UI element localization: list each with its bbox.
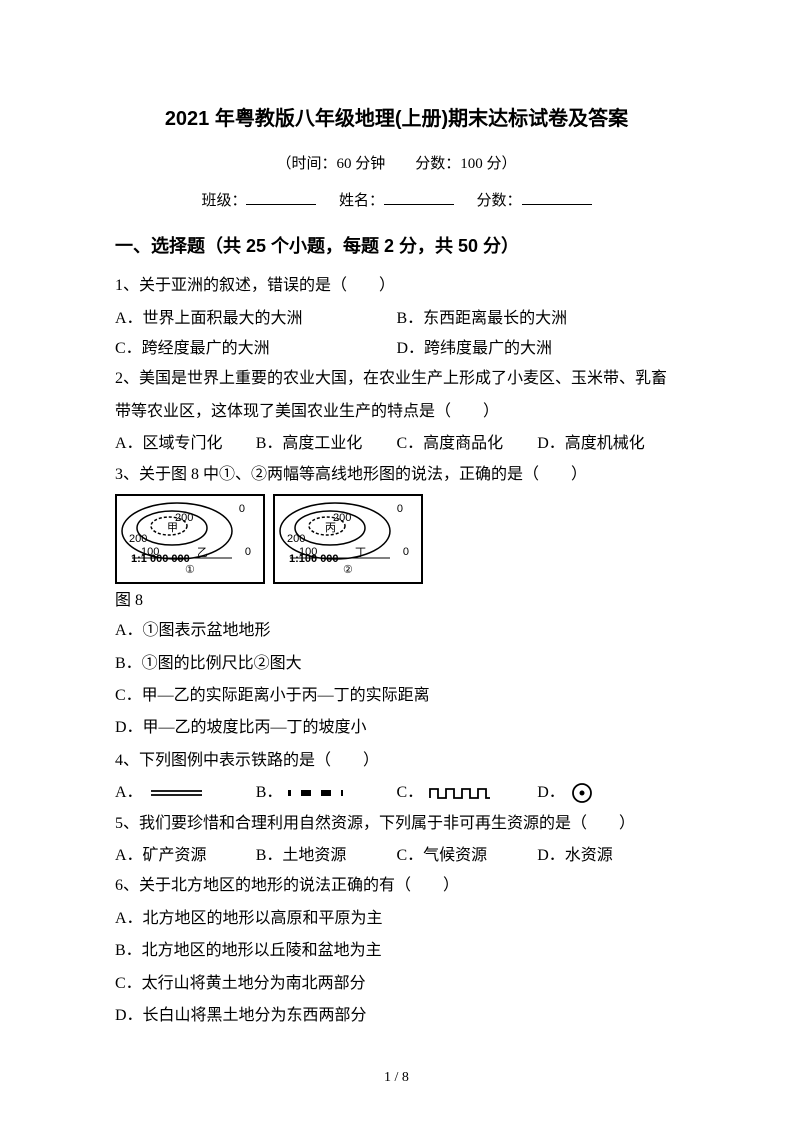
q5-stem: 5、我们要珍惜和合理利用自然资源，下列属于非可再生资源的是（ ） [115,809,678,839]
q3-figures: 0 200 200 100 甲 乙 1:1 000 000 ① 0 0 200 … [115,494,678,584]
q2-stem1: 2、美国是世界上重要的农业大国，在农业生产上形成了小麦区、玉米带、乳畜 [115,364,678,394]
q1-opt-d[interactable]: D．跨纬度最广的大洲 [397,334,679,364]
q4-opt-b[interactable]: B． [256,778,397,808]
q6-opt-a[interactable]: A．北方地区的地形以高原和平原为主 [115,904,678,934]
double-line-icon [149,786,204,800]
q5-opts: A．矿产资源 B．土地资源 C．气候资源 D．水资源 [115,841,678,871]
q3-opt-c[interactable]: C．甲—乙的实际距离小于丙—丁的实际距离 [115,681,678,711]
q3-opt-d[interactable]: D．甲—乙的坡度比丙—丁的坡度小 [115,713,678,743]
crenellated-icon [429,785,491,801]
fig1-jia: 甲 [167,518,178,539]
fig2-scale: 1:100 000 [289,549,339,570]
fig1-val-0a: 0 [239,499,245,520]
q6-opt-d[interactable]: D．长白山将黑土地分为东西两部分 [115,1001,678,1031]
score-blank[interactable] [522,190,592,205]
q5-opt-c[interactable]: C．气候资源 [397,841,538,871]
q6-opt-c[interactable]: C．太行山将黄土地分为南北两部分 [115,969,678,999]
section-1-heading: 一、选择题（共 25 个小题，每题 2 分，共 50 分） [115,229,678,263]
fig1-scale: 1:1 000 000 [131,549,190,570]
q4-d-label: D． [537,778,565,808]
q5-opt-d[interactable]: D．水资源 [537,841,678,871]
fig2-bing: 丙 [325,518,336,539]
circle-dot-icon [571,782,593,804]
fig2-val-0b: 0 [403,542,409,563]
score-label: 分数： [477,193,522,209]
q1-opts-row2: C．跨经度最广的大洲 D．跨纬度最广的大洲 [115,334,678,364]
class-blank[interactable] [246,190,316,205]
q3-stem: 3、关于图 8 中①、②两幅等高线地形图的说法，正确的是（ ） [115,460,678,490]
exam-subtitle: （时间：60 分钟 分数：100 分） [115,150,678,179]
q2-opt-d[interactable]: D．高度机械化 [537,429,678,459]
q6-opt-b[interactable]: B．北方地区的地形以丘陵和盆地为主 [115,936,678,966]
q1-stem: 1、关于亚洲的叙述，错误的是（ ） [115,271,678,301]
q3-opt-a[interactable]: A．①图表示盆地地形 [115,616,678,646]
page-number: 1 / 8 [0,1065,793,1092]
q1-opt-c[interactable]: C．跨经度最广的大洲 [115,334,397,364]
q4-a-label: A． [115,778,143,808]
q4-b-label: B． [256,778,283,808]
fig2-val-0a: 0 [397,499,403,520]
q1-opts-row1: A．世界上面积最大的大洲 B．东西距离最长的大洲 [115,304,678,334]
name-label: 姓名： [339,193,384,209]
q5-opt-b[interactable]: B．土地资源 [256,841,397,871]
info-row: 班级： 姓名： 分数： [115,187,678,216]
fig2-num: ② [343,560,353,581]
fig2-ding: 丁 [355,543,366,564]
q4-opt-d[interactable]: D． [537,778,678,808]
name-blank[interactable] [384,190,454,205]
class-label: 班级： [201,193,246,209]
q6-stem: 6、关于北方地区的地形的说法正确的有（ ） [115,871,678,901]
fig1-yi: 乙 [197,543,208,564]
fig1-num: ① [185,560,195,581]
q4-opt-a[interactable]: A． [115,778,256,808]
q4-c-label: C． [397,778,424,808]
q3-opt-b[interactable]: B．①图的比例尺比②图大 [115,649,678,679]
q4-opts: A． B． C． D． [115,778,678,808]
q1-opt-a[interactable]: A．世界上面积最大的大洲 [115,304,397,334]
q2-opt-b[interactable]: B．高度工业化 [256,429,397,459]
q2-stem2: 带等农业区，这体现了美国农业生产的特点是（ ） [115,397,678,427]
q3-caption: 图 8 [115,586,678,616]
railroad-icon [288,786,343,800]
q1-opt-b[interactable]: B．东西距离最长的大洲 [397,304,679,334]
q2-opt-c[interactable]: C．高度商品化 [397,429,538,459]
exam-title: 2021 年粤教版八年级地理(上册)期末达标试卷及答案 [115,100,678,138]
fig-box-2: 0 200 200 100 丙 丁 1:100 000 ② 0 [273,494,423,584]
q2-opts: A．区域专门化 B．高度工业化 C．高度商品化 D．高度机械化 [115,429,678,459]
q4-stem: 4、下列图例中表示铁路的是（ ） [115,746,678,776]
q2-opt-a[interactable]: A．区域专门化 [115,429,256,459]
fig1-val-0b: 0 [245,542,251,563]
fig-box-1: 0 200 200 100 甲 乙 1:1 000 000 ① 0 [115,494,265,584]
q4-opt-c[interactable]: C． [397,778,538,808]
q5-opt-a[interactable]: A．矿产资源 [115,841,256,871]
